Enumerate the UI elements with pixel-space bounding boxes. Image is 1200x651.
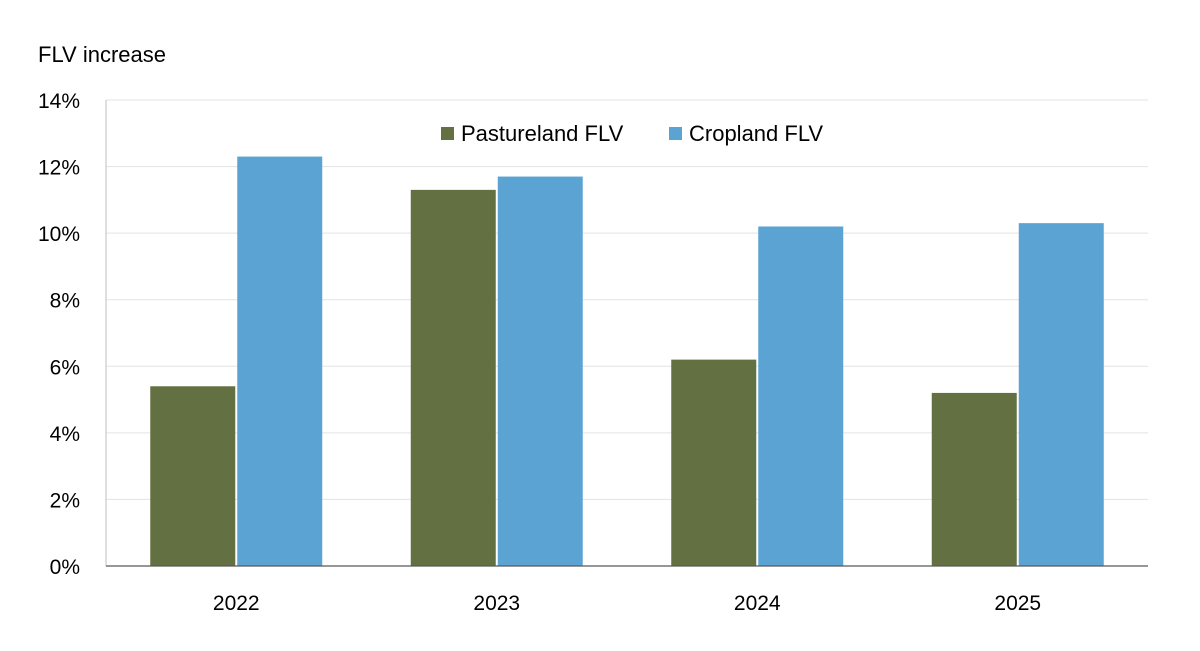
y-tick-label: 0% <box>50 556 80 579</box>
y-tick-label: 8% <box>50 290 80 313</box>
y-axis-title: FLV increase <box>38 42 166 67</box>
bar-cropland-flv-2024 <box>758 226 844 566</box>
bar-pastureland-flv-2025 <box>931 392 1017 566</box>
bar-cropland-flv-2022 <box>237 156 323 567</box>
legend: Pastureland FLV Cropland FLV <box>441 121 823 146</box>
legend-label: Pastureland FLV <box>461 121 624 146</box>
axes <box>105 100 1148 567</box>
legend-swatch <box>441 127 454 140</box>
x-tick-labels: 2022 2023 2024 2025 <box>213 592 1041 615</box>
legend-swatch <box>669 127 682 140</box>
y-tick-label: 2% <box>50 489 80 512</box>
x-tick-label: 2023 <box>473 592 520 615</box>
y-tick-label: 6% <box>50 356 80 379</box>
bar-pastureland-flv-2024 <box>671 359 757 566</box>
y-tick-label: 14% <box>38 90 80 113</box>
bars <box>150 156 1104 567</box>
y-tick-label: 4% <box>50 423 80 446</box>
bar-cropland-flv-2023 <box>497 176 583 567</box>
bar-pastureland-flv-2022 <box>150 386 236 566</box>
y-tick-label: 10% <box>38 223 80 246</box>
legend-label: Cropland FLV <box>689 121 823 146</box>
x-tick-label: 2024 <box>734 592 781 615</box>
y-tick-labels: 0% 2% 4% 6% 8% 10% 12% 14% <box>38 90 80 579</box>
bar-cropland-flv-2025 <box>1018 223 1104 566</box>
y-tick-label: 12% <box>38 157 80 180</box>
x-tick-label: 2025 <box>994 592 1041 615</box>
bar-pastureland-flv-2023 <box>410 189 496 566</box>
x-tick-label: 2022 <box>213 592 260 615</box>
